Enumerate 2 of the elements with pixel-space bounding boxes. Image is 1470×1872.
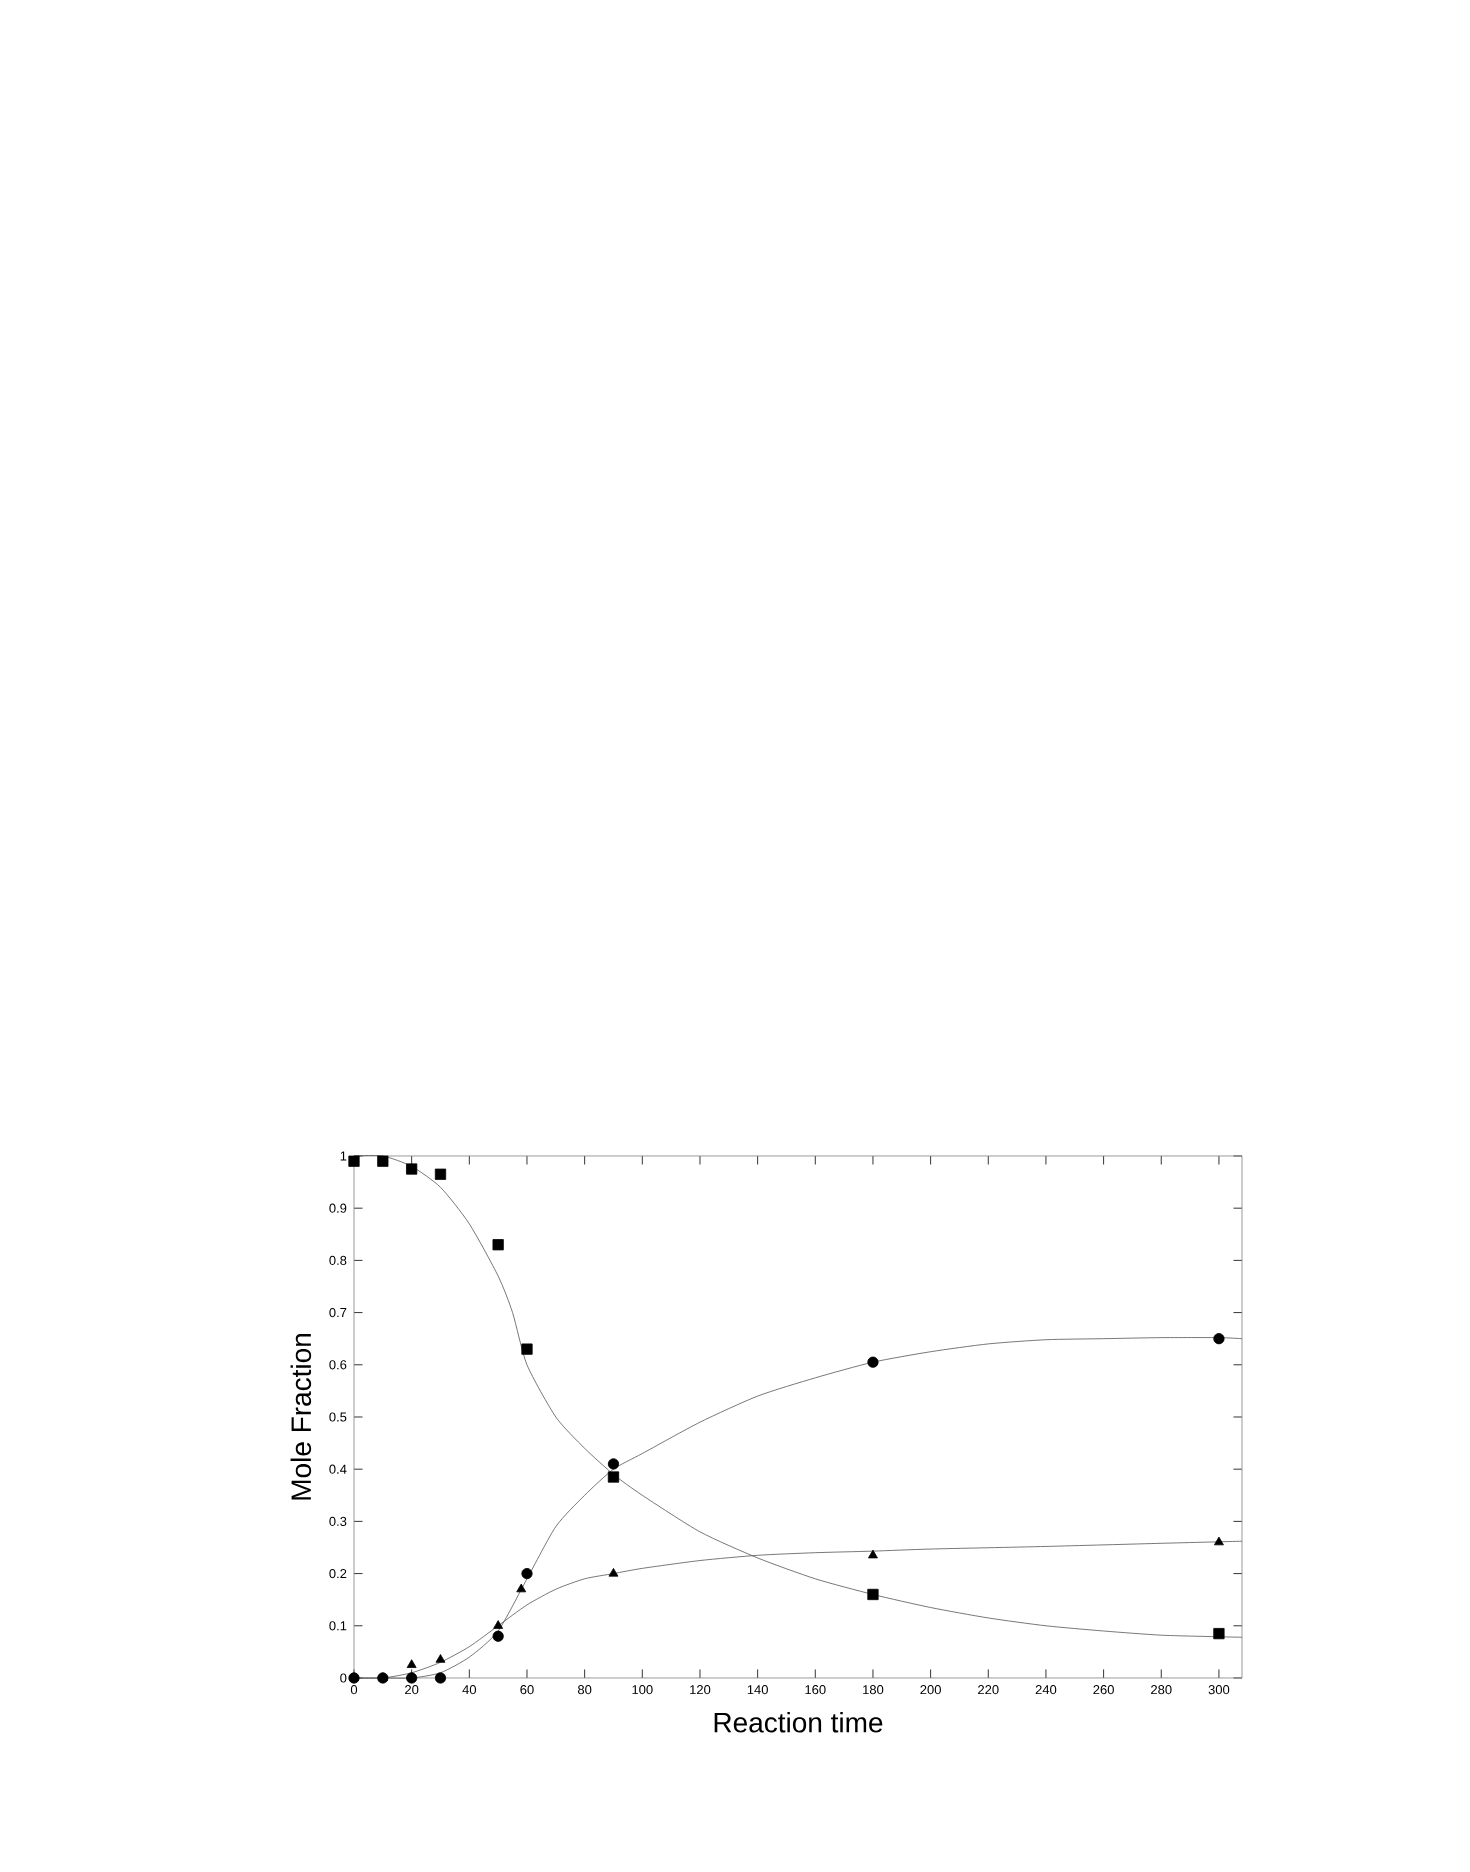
x-axis-title: Reaction time bbox=[714, 1711, 883, 1733]
y-axis-title: Mole Fraction bbox=[290, 1334, 312, 1500]
